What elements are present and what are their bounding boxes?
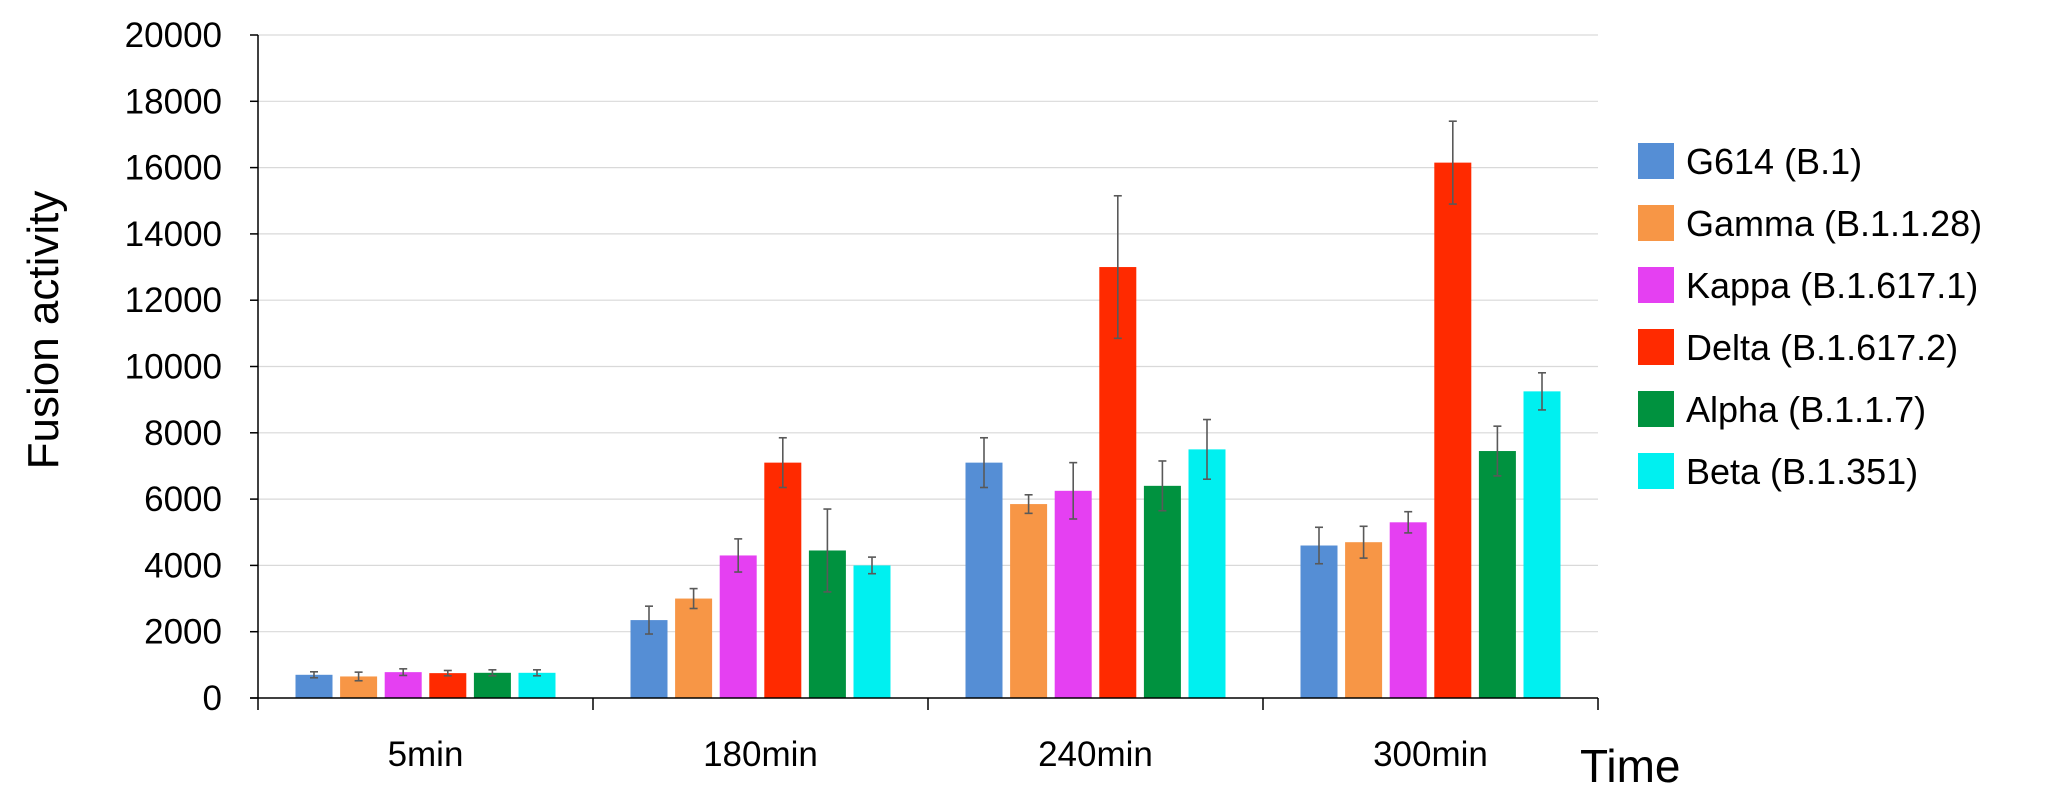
- legend-swatch: [1638, 453, 1674, 489]
- bar: [1188, 449, 1226, 698]
- legend-swatch: [1638, 205, 1674, 241]
- y-tick-label: 4000: [144, 546, 222, 585]
- x-axis-title: Time: [1580, 740, 1681, 792]
- error-bar: [354, 671, 363, 682]
- error-bar: [1203, 418, 1211, 481]
- y-tick-label: 16000: [125, 149, 222, 188]
- legend-swatch: [1638, 267, 1674, 303]
- bar: [1389, 522, 1427, 698]
- error-bar: [1448, 120, 1457, 205]
- error-bar: [533, 669, 541, 677]
- y-tick-label: 18000: [125, 82, 222, 121]
- error-bar: [778, 436, 787, 489]
- bar: [1054, 490, 1092, 698]
- error-bar: [1315, 526, 1323, 565]
- bar: [295, 674, 333, 698]
- legend-label: Kappa (B.1.617.1): [1686, 265, 1978, 306]
- legend-swatch: [1638, 143, 1674, 179]
- y-tick-label: 12000: [125, 281, 222, 320]
- bar: [1434, 162, 1472, 698]
- y-tick-label: 6000: [144, 480, 222, 519]
- bar: [518, 672, 556, 698]
- error-bar: [443, 669, 452, 677]
- bar: [1478, 451, 1516, 698]
- x-tick-label: 5min: [388, 735, 464, 774]
- x-tick-label: 240min: [1038, 735, 1153, 774]
- y-tick-labels: 0 2000 4000 6000 8000 10000 12000 14000 16000 180…: [125, 16, 258, 718]
- bar: [719, 555, 757, 698]
- y-tick-label: 0: [203, 679, 222, 718]
- error-bar: [1113, 194, 1122, 340]
- error-bar: [689, 587, 698, 610]
- y-tick-label: 14000: [125, 215, 222, 254]
- error-bar: [980, 436, 988, 489]
- y-tick-label: 2000: [144, 613, 222, 652]
- gridlines: [258, 34, 1598, 633]
- error-bar: [1493, 425, 1502, 477]
- error-bar: [1024, 493, 1033, 515]
- bar: [340, 676, 378, 698]
- x-tick-labels: 5min 180min 240min 300min: [257, 698, 1599, 774]
- error-bar: [310, 671, 318, 679]
- error-bar: [823, 508, 832, 593]
- legend-label: G614 (B.1): [1686, 141, 1862, 182]
- error-bar: [734, 538, 743, 573]
- error-bars: [310, 120, 1546, 682]
- bar: [384, 672, 422, 698]
- y-tick-label: 20000: [125, 16, 222, 55]
- legend-label: Beta (B.1.351): [1686, 451, 1918, 492]
- bar: [853, 565, 891, 698]
- y-tick-label: 8000: [144, 414, 222, 453]
- bar: [1143, 485, 1181, 698]
- x-tick-label: 180min: [703, 735, 818, 774]
- bar: [429, 673, 467, 698]
- legend-label: Delta (B.1.617.2): [1686, 327, 1958, 368]
- bar: [965, 462, 1003, 698]
- legend-swatch: [1638, 391, 1674, 427]
- bar: [1523, 391, 1561, 698]
- y-tick-label: 10000: [125, 348, 222, 387]
- legend-label: Alpha (B.1.1.7): [1686, 389, 1926, 430]
- error-bar: [868, 556, 876, 575]
- bar: [1300, 545, 1338, 698]
- error-bar: [399, 668, 408, 677]
- error-bar: [1538, 371, 1546, 411]
- error-bar: [1069, 461, 1078, 520]
- bar: [473, 672, 511, 698]
- x-tick-label: 300min: [1373, 735, 1488, 774]
- legend-swatch: [1638, 329, 1674, 365]
- bar: [1010, 504, 1048, 698]
- error-bar: [488, 669, 497, 677]
- legend-label: Gamma (B.1.1.28): [1686, 203, 1982, 244]
- bar: [764, 462, 802, 698]
- bar: [1345, 542, 1383, 698]
- error-bar: [1404, 510, 1413, 534]
- error-bar: [645, 605, 653, 635]
- error-bar: [1158, 460, 1167, 512]
- error-bar: [1359, 525, 1368, 559]
- bar: [675, 598, 713, 698]
- legend: G614 (B.1) Gamma (B.1.1.28) Kappa (B.1.617…: [1638, 141, 1982, 492]
- bars: [295, 162, 1561, 698]
- y-axis-title: Fusion activity: [19, 191, 68, 470]
